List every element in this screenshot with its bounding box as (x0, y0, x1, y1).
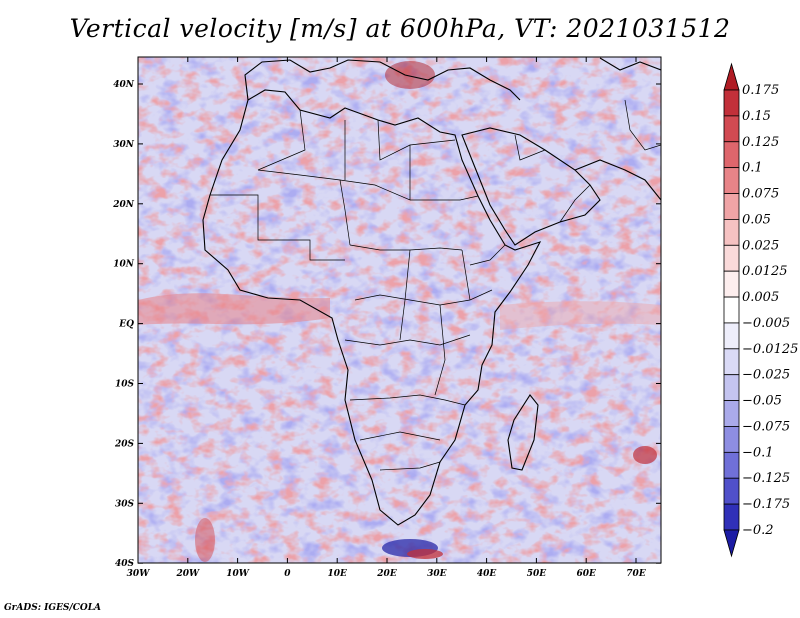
colorbar-level-label: −0.075 (742, 419, 790, 434)
coastlines (202, 57, 661, 526)
lat-tick-label: 40S (115, 559, 135, 569)
colorbar-bottom-arrow (723, 529, 740, 558)
lat-tick-label: 30S (115, 499, 135, 509)
map-title: Vertical velocity [m/s] at 600hPa, VT: 2… (69, 14, 731, 43)
colorbar-level-label: 0.175 (742, 83, 779, 98)
lon-tick-label: 30E (427, 569, 447, 579)
velocity-field (138, 57, 661, 563)
colorbar-box (723, 374, 740, 401)
colorbar-level-label: 0.0125 (742, 264, 788, 279)
colorbar-box (723, 141, 740, 169)
longitude-axis: 30W 20W 10W 0 10E 20E 30E 40E 50E 60E 70E (127, 57, 646, 579)
lat-tick-label: 40N (113, 80, 135, 90)
colorbar-level-label: −0.025 (742, 368, 790, 383)
colorbar-level-label: 0.025 (742, 238, 779, 253)
colorbar-box (723, 451, 740, 479)
colorbar-box (723, 426, 740, 453)
footer-credit: GrADS: IGES/COLA (4, 603, 102, 613)
lat-tick-label: 10N (113, 260, 135, 270)
colorbar-level-label: −0.175 (742, 497, 790, 512)
latitude-axis: 40N 30N 20N 10N EQ 10S 20S 30S 40S (112, 80, 661, 569)
colorbar-level-label: 0.15 (742, 109, 771, 124)
colorbar-box (723, 270, 740, 298)
country-borders (210, 99, 661, 471)
colorbar-level-label: 0.05 (742, 212, 771, 227)
colorbar-box (723, 167, 740, 194)
lon-tick-label: 40E (477, 569, 497, 579)
colorbar-level-label: 0.075 (742, 187, 779, 202)
colorbar-box (723, 348, 740, 376)
colorbar-box (723, 115, 740, 143)
colorbar-box (723, 244, 740, 272)
lat-tick-label: EQ (118, 320, 134, 330)
lon-tick-label: 30W (127, 569, 151, 579)
colorbar-level-label: −0.1 (742, 445, 774, 460)
colorbar-box (723, 89, 740, 117)
map-figure: 30W 20W 10W 0 10E 20E 30E 40E 50E 60E 70E 40N 30N 20… (112, 56, 798, 579)
lon-tick-label: 0 (284, 569, 291, 579)
colorbar-top-arrow (723, 62, 740, 91)
colorbar-level-label: −0.2 (742, 523, 774, 538)
colorbar-level-label: 0.005 (742, 290, 779, 305)
lat-tick-label: 20S (114, 439, 135, 449)
colorbar-box (723, 296, 740, 324)
colorbar-level-label: −0.05 (742, 394, 782, 409)
lat-tick-label: 10S (115, 380, 135, 390)
colorbar-level-label: −0.005 (742, 316, 790, 331)
colorbar-level-label: −0.0125 (742, 342, 798, 357)
colorbar-box (723, 322, 740, 350)
colorbar-box (723, 219, 740, 246)
lon-tick-label: 70E (626, 569, 646, 579)
colorbar-box (723, 503, 740, 531)
plot-frame (137, 56, 662, 564)
lon-tick-label: 10E (328, 569, 348, 579)
lat-tick-label: 30N (113, 140, 135, 150)
lon-tick-label: 20E (376, 569, 397, 579)
lon-tick-label: 20W (175, 569, 200, 579)
colorbar-level-label: 0.125 (742, 135, 779, 150)
colorbar-box (723, 477, 740, 505)
colorbar-box (723, 193, 740, 220)
colorbar-level-label: −0.125 (742, 471, 790, 486)
lon-tick-label: 50E (527, 569, 547, 579)
colorbar-box (723, 400, 740, 427)
colorbar-level-label: 0.1 (742, 161, 763, 176)
lat-tick-label: 20N (112, 200, 135, 210)
lon-tick-label: 60E (577, 569, 597, 579)
colorbar: 0.175 0.15 0.125 0.1 0.075 0.05 0.025 0.0125 0.0… (723, 62, 798, 558)
lon-tick-label: 10W (226, 569, 250, 579)
